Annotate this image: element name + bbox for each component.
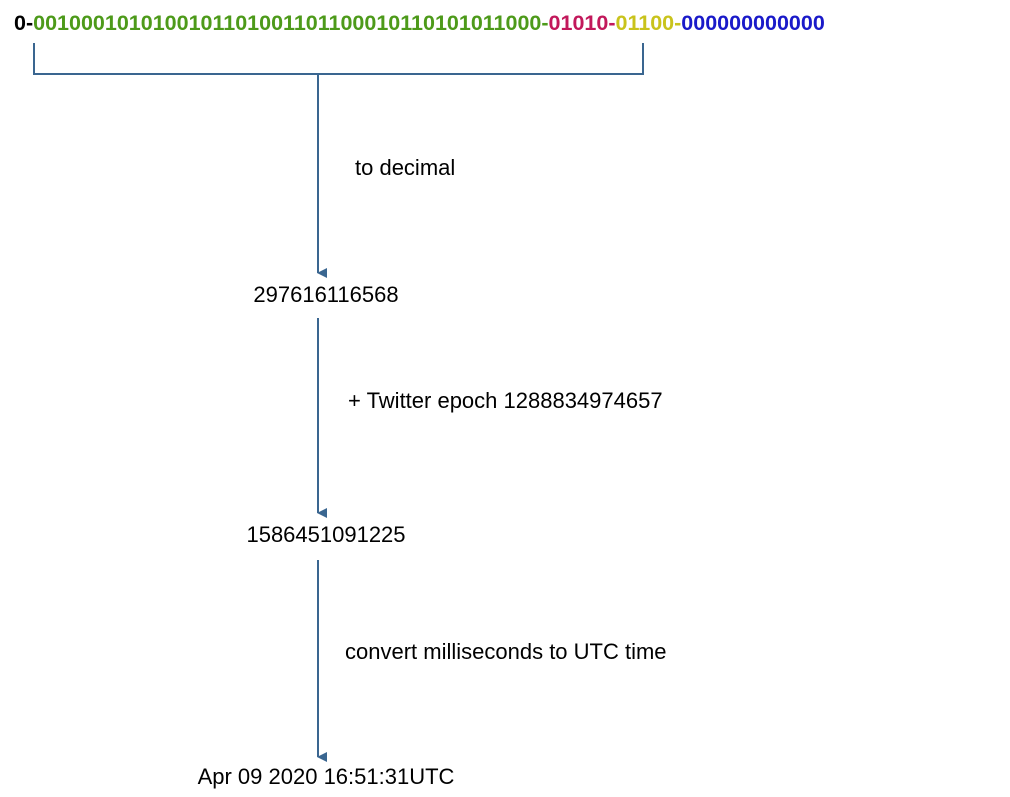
sign-bit: 0 <box>14 11 26 35</box>
utc-time-value: Apr 09 2020 16:51:31UTC <box>198 764 455 789</box>
epoch-ms-value: 1586451091225 <box>246 522 405 547</box>
timestamp-bits: 0010001010100101101001101100010110101011… <box>33 11 541 35</box>
step-label-add-epoch: + Twitter epoch 1288834974657 <box>348 388 663 413</box>
timestamp-bracket <box>33 43 644 75</box>
separator: - <box>674 11 681 35</box>
step-label-convert-utc: convert milliseconds to UTC time <box>345 639 667 664</box>
binary-snowflake-id: 0-00100010101001011010011011000101101010… <box>14 11 825 35</box>
separator: - <box>541 11 548 35</box>
separator: - <box>608 11 615 35</box>
step-label-to-decimal: to decimal <box>355 155 455 180</box>
decimal-value: 297616116568 <box>253 282 398 307</box>
machine-bits: 01100 <box>616 11 675 35</box>
datacenter-bits: 01010 <box>549 11 609 35</box>
separator: - <box>26 11 33 35</box>
sequence-bits: 000000000000 <box>681 11 825 35</box>
